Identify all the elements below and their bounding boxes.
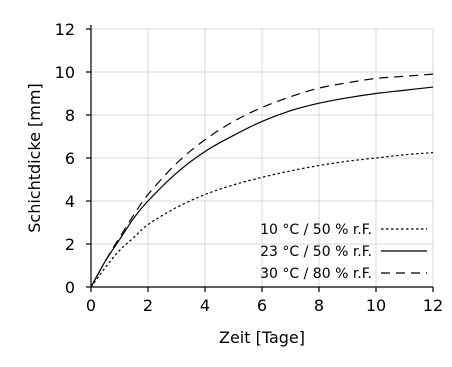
legend-label: 10 °C / 50 % r.F. bbox=[260, 222, 372, 238]
tick-labels: 0 2 4 6 8 10 12 0 2 4 6 8 10 12 bbox=[55, 20, 444, 315]
axes bbox=[86, 25, 434, 292]
x-tick-label: 4 bbox=[200, 296, 210, 315]
x-tick-label: 6 bbox=[257, 296, 267, 315]
x-tick-label: 0 bbox=[86, 296, 96, 315]
grid bbox=[90, 28, 434, 288]
x-tick-label: 12 bbox=[423, 296, 443, 315]
y-tick-label: 4 bbox=[65, 192, 75, 211]
y-tick-label: 10 bbox=[55, 63, 75, 82]
x-axis-label: Zeit [Tage] bbox=[219, 328, 305, 347]
series-line-3 bbox=[90, 73, 434, 288]
legend-label: 23 °C / 50 % r.F. bbox=[260, 244, 372, 260]
y-tick-label: 12 bbox=[55, 20, 75, 39]
series-layer bbox=[90, 73, 434, 288]
x-tick-label: 8 bbox=[314, 296, 324, 315]
x-tick-label: 10 bbox=[366, 296, 386, 315]
x-tick-label: 2 bbox=[143, 296, 153, 315]
series-line-1 bbox=[90, 152, 434, 288]
y-tick-label: 2 bbox=[65, 235, 75, 254]
y-tick-label: 6 bbox=[65, 149, 75, 168]
legend: 10 °C / 50 % r.F. 23 °C / 50 % r.F. 30 °C … bbox=[260, 222, 427, 282]
y-axis-label: Schichtdicke [mm] bbox=[25, 83, 44, 232]
series-line-2 bbox=[90, 86, 434, 288]
legend-label: 30 °C / 80 % r.F. bbox=[260, 266, 372, 282]
y-tick-label: 0 bbox=[65, 278, 75, 297]
y-tick-label: 8 bbox=[65, 106, 75, 125]
